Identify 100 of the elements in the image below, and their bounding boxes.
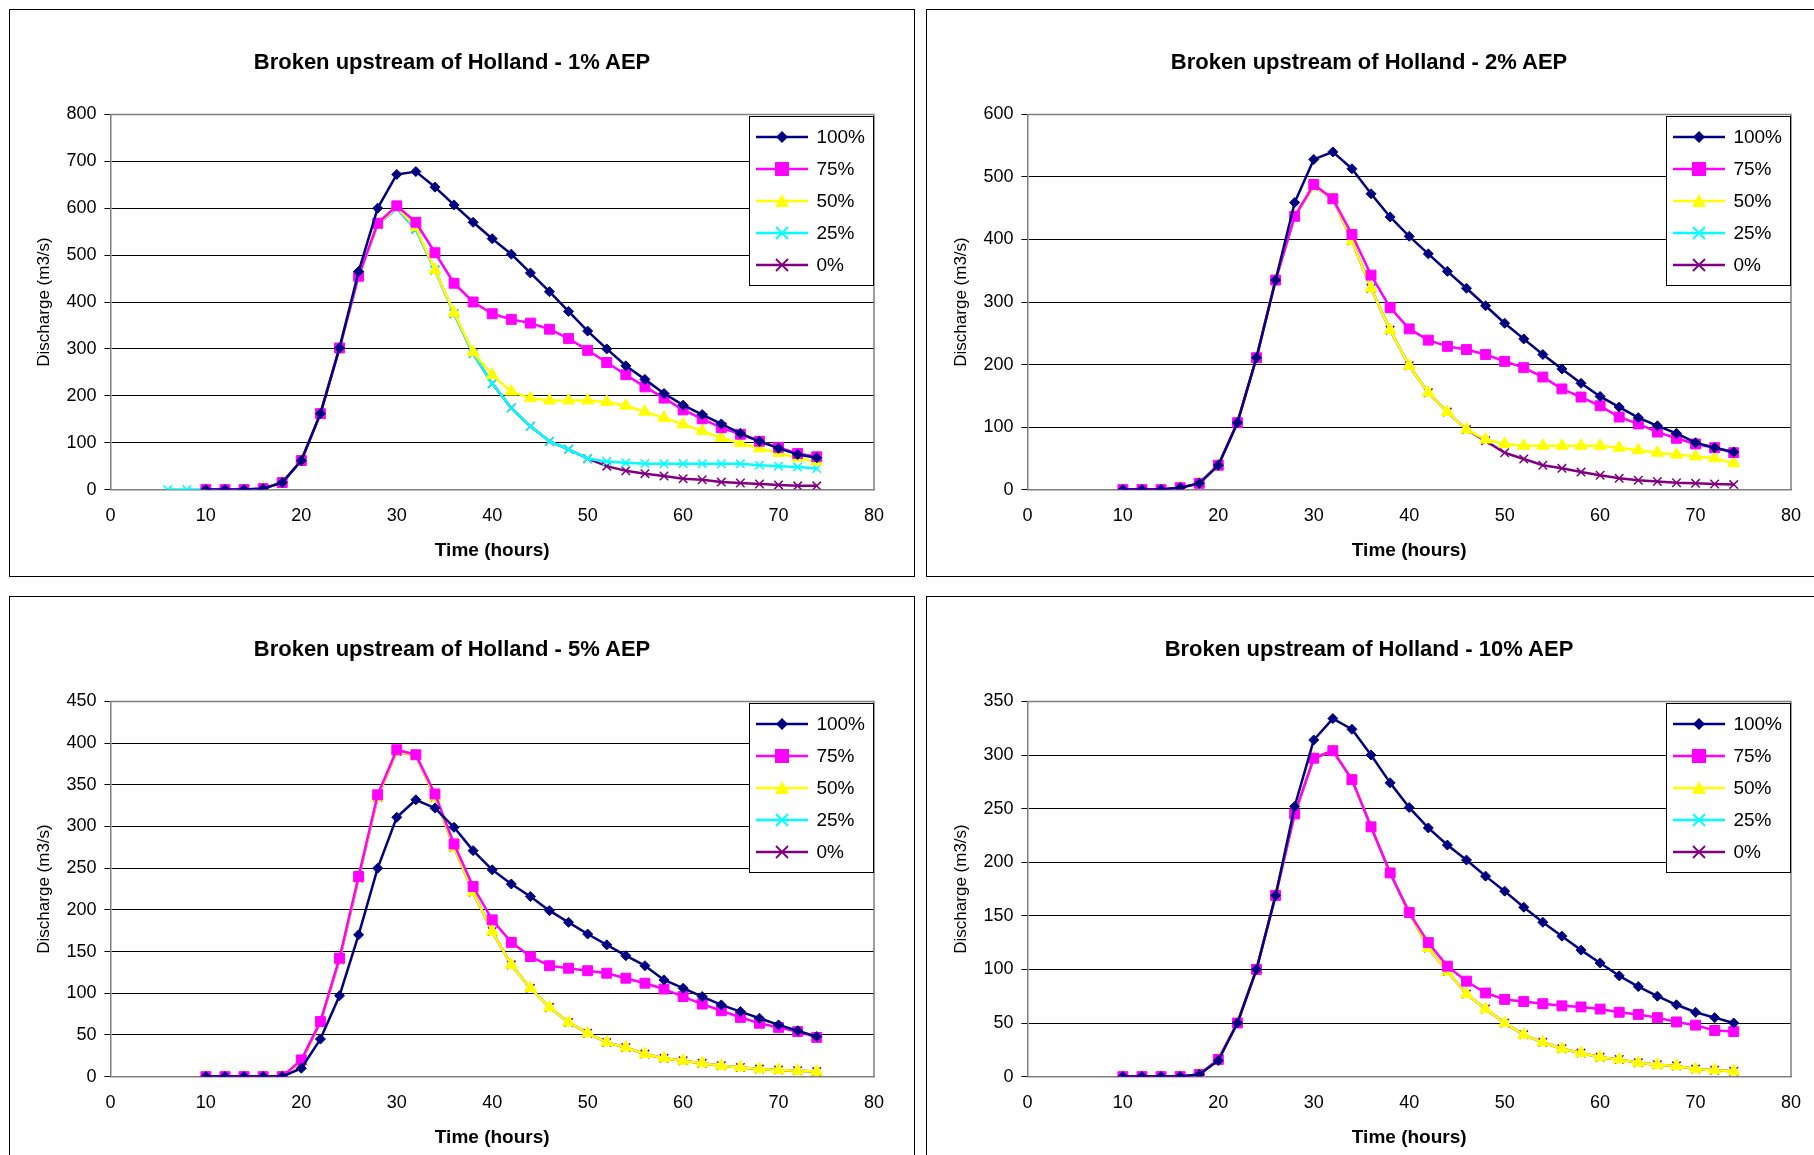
y-tick-label: 700	[66, 150, 97, 171]
x-tick-label: 30	[1303, 505, 1324, 526]
legend-label: 25%	[1733, 809, 1772, 832]
x-tick-label: 10	[195, 1092, 216, 1113]
y-tick-label: 0	[86, 1065, 97, 1086]
x-tick-label: 20	[1208, 505, 1229, 526]
x-tick-label: 50	[1494, 505, 1515, 526]
x-tick-label: 30	[386, 505, 407, 526]
y-axis-title: Discharge (m3/s)	[950, 237, 970, 367]
legend-label: 0%	[816, 254, 844, 277]
legend-label: 50%	[816, 190, 855, 213]
legend-label: 75%	[1733, 745, 1772, 768]
legend-label: 50%	[816, 777, 855, 800]
y-tick-label: 600	[66, 197, 97, 218]
x-tick-label: 0	[1022, 1092, 1033, 1113]
y-tick-label: 200	[983, 851, 1014, 872]
y-tick-label: 200	[66, 898, 97, 919]
x-tick-label: 70	[768, 505, 789, 526]
legend-label: 25%	[1733, 222, 1772, 245]
y-tick-label: 0	[1003, 1065, 1014, 1086]
legend-label: 0%	[1733, 841, 1761, 864]
y-tick-label: 350	[66, 773, 97, 794]
x-tick-label: 20	[291, 505, 312, 526]
y-tick-label: 300	[983, 743, 1014, 764]
x-tick-label: 70	[1685, 505, 1706, 526]
legend-label: 75%	[816, 745, 855, 768]
legend-label: 100%	[816, 713, 865, 736]
x-tick-label: 60	[673, 505, 694, 526]
y-axis-title: Discharge (m3/s)	[33, 824, 53, 954]
y-tick-label: 100	[983, 958, 1014, 979]
x-tick-label: 0	[105, 505, 116, 526]
y-tick-label: 50	[993, 1011, 1014, 1032]
x-tick-label: 10	[1112, 505, 1133, 526]
x-tick-label: 40	[1399, 1092, 1420, 1113]
y-tick-label: 300	[66, 337, 97, 358]
y-tick-label: 100	[66, 431, 97, 452]
y-tick-label: 200	[983, 353, 1014, 374]
x-axis-title: Time (hours)	[1351, 538, 1467, 560]
x-axis-title: Time (hours)	[1351, 1125, 1467, 1147]
x-tick-label: 60	[1590, 1092, 1611, 1113]
x-tick-label: 50	[577, 505, 598, 526]
chart-title: Broken upstream of Holland - 5% AEP	[253, 636, 651, 662]
y-axis-title: Discharge (m3/s)	[950, 824, 970, 954]
y-tick-label: 500	[66, 244, 97, 265]
legend-label: 50%	[1733, 777, 1772, 800]
y-tick-label: 250	[66, 857, 97, 878]
legend-label: 0%	[1733, 254, 1761, 277]
x-tick-label: 40	[482, 505, 503, 526]
y-tick-label: 0	[1003, 478, 1014, 499]
y-tick-label: 250	[983, 797, 1014, 818]
y-tick-label: 450	[66, 690, 97, 711]
x-tick-label: 40	[1399, 505, 1420, 526]
chart-title: Broken upstream of Holland - 1% AEP	[253, 49, 651, 75]
x-tick-label: 80	[863, 1092, 885, 1113]
x-tick-label: 20	[291, 1092, 312, 1113]
x-axis-title: Time (hours)	[434, 538, 550, 560]
legend-label: 25%	[816, 809, 855, 832]
x-tick-label: 80	[1780, 505, 1802, 526]
y-tick-label: 500	[983, 165, 1014, 186]
x-tick-label: 0	[105, 1092, 116, 1113]
chart-title: Broken upstream of Holland - 10% AEP	[1164, 636, 1574, 662]
x-tick-label: 80	[863, 505, 885, 526]
y-tick-label: 150	[983, 904, 1014, 925]
x-tick-label: 0	[1022, 505, 1033, 526]
legend-label: 25%	[816, 222, 855, 245]
y-tick-label: 600	[983, 103, 1014, 124]
y-tick-label: 400	[983, 228, 1014, 249]
legend-label: 100%	[1733, 713, 1782, 736]
y-axis-title: Discharge (m3/s)	[33, 237, 53, 367]
y-tick-label: 150	[66, 940, 97, 961]
legend-label: 75%	[1733, 158, 1772, 181]
y-tick-label: 100	[66, 982, 97, 1003]
x-axis-title: Time (hours)	[434, 1125, 550, 1147]
x-tick-label: 10	[195, 505, 216, 526]
legend-label: 100%	[1733, 126, 1782, 149]
x-tick-label: 70	[768, 1092, 789, 1113]
x-tick-label: 40	[482, 1092, 503, 1113]
x-tick-label: 60	[1590, 505, 1611, 526]
x-tick-label: 20	[1208, 1092, 1229, 1113]
y-tick-label: 100	[983, 416, 1014, 437]
x-tick-label: 50	[577, 1092, 598, 1113]
legend-label: 50%	[1733, 190, 1772, 213]
x-tick-label: 30	[1303, 1092, 1324, 1113]
x-tick-label: 10	[1112, 1092, 1133, 1113]
y-tick-label: 400	[66, 290, 97, 311]
x-tick-label: 70	[1685, 1092, 1706, 1113]
y-tick-label: 800	[66, 103, 97, 124]
y-tick-label: 300	[66, 815, 97, 836]
x-tick-label: 80	[1780, 1092, 1802, 1113]
legend-label: 75%	[816, 158, 855, 181]
chart-title: Broken upstream of Holland - 2% AEP	[1170, 49, 1568, 75]
y-tick-label: 0	[86, 478, 97, 499]
legend-label: 0%	[816, 841, 844, 864]
y-tick-label: 350	[983, 690, 1014, 711]
x-tick-label: 60	[673, 1092, 694, 1113]
x-tick-label: 50	[1494, 1092, 1515, 1113]
y-tick-label: 400	[66, 732, 97, 753]
legend-label: 100%	[816, 126, 865, 149]
y-tick-label: 200	[66, 384, 97, 405]
x-tick-label: 30	[386, 1092, 407, 1113]
